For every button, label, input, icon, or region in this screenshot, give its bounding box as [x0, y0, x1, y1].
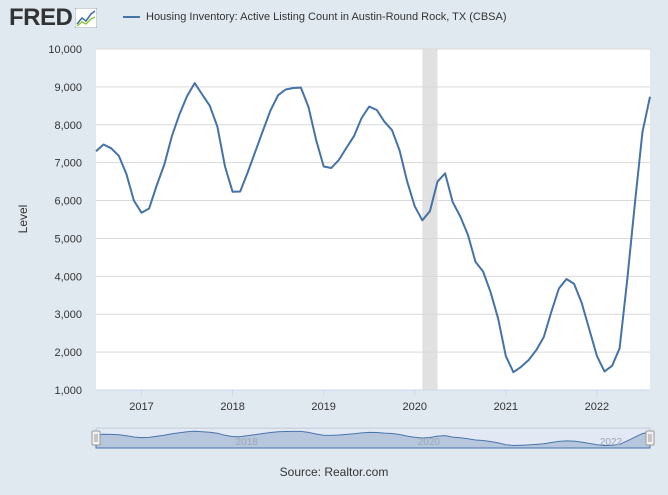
y-tick-label: 5,000	[54, 233, 82, 245]
navigator-label: 2022	[600, 437, 623, 448]
x-tick-label: 2022	[585, 401, 609, 413]
fred-logo[interactable]: FRED	[9, 4, 98, 31]
y-tick-label: 7,000	[54, 158, 82, 170]
y-tick-label: 1,000	[54, 385, 82, 397]
navigator-series-area	[95, 430, 651, 449]
source-note: Source: Realtor.com	[279, 465, 389, 479]
recession-band	[422, 49, 438, 390]
navigator-handle-right[interactable]	[645, 430, 655, 446]
y-tick-label: 10,000	[48, 44, 82, 56]
navigator-handle-left[interactable]	[91, 430, 101, 446]
navigator-label: 2020	[418, 437, 441, 448]
x-tick-label: 2019	[311, 401, 335, 413]
y-tick-label: 8,000	[54, 120, 82, 132]
legend-label: Housing Inventory: Active Listing Count …	[146, 11, 507, 23]
legend-swatch	[123, 16, 140, 18]
navigator-selection[interactable]	[96, 428, 650, 448]
series-line[interactable]	[95, 82, 651, 374]
x-tick-label: 2017	[129, 401, 153, 413]
y-tick-label: 9,000	[54, 82, 82, 94]
navigator-label: 2018	[236, 437, 259, 448]
y-axis-label: Level	[16, 205, 30, 234]
x-tick-label: 2020	[402, 401, 426, 413]
y-tick-label: 4,000	[54, 271, 82, 283]
x-tick-label: 2021	[494, 401, 518, 413]
y-tick-label: 6,000	[54, 196, 82, 208]
range-navigator[interactable]: 2018 2020 2022	[91, 427, 655, 449]
fred-chart-icon	[75, 8, 98, 28]
chart-legend: Housing Inventory: Active Listing Count …	[123, 11, 507, 23]
x-tick-label: 2018	[220, 401, 244, 413]
y-tick-label: 3,000	[54, 309, 82, 321]
y-tick-label: 2,000	[54, 347, 82, 359]
plot-background	[96, 49, 650, 390]
fred-logo-text: FRED	[9, 4, 73, 31]
